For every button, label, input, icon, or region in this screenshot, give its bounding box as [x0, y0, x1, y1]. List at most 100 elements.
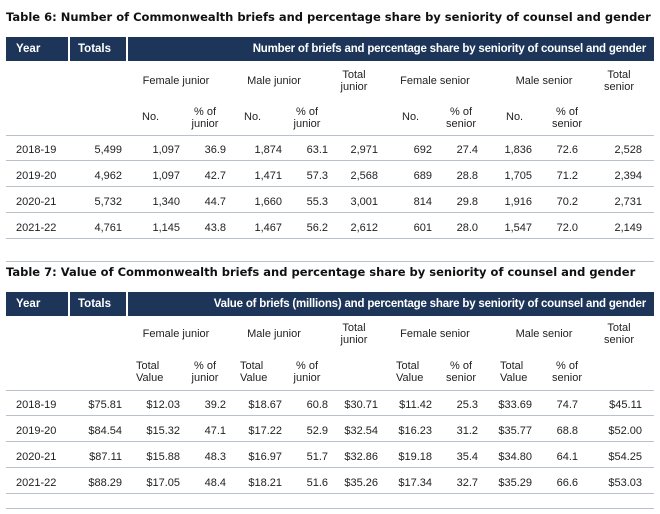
table6-sub-mj-no: No. — [244, 111, 262, 123]
table6-cell-female-junior-value: 1,145 — [152, 222, 180, 234]
table6-cell-female-junior-pct: 36.9 — [204, 144, 226, 156]
table7-header-span: Value of briefs (millions) and percentag… — [128, 292, 654, 316]
table7-cell-total-junior: $30.71 — [344, 399, 378, 411]
table7-cell-male-senior-value: $34.80 — [498, 451, 532, 463]
table6-header: Year Totals Number of briefs and percent… — [6, 37, 654, 61]
table7-cell-male-senior-pct: 68.8 — [556, 425, 578, 437]
table6-cell-female-senior-pct: 27.4 — [456, 144, 478, 156]
table6-cell-male-junior-pct: 56.2 — [306, 222, 328, 234]
table7-row-divider — [6, 508, 654, 509]
table7-cell-female-junior-value: $15.32 — [146, 425, 180, 437]
table6-group-total-junior: Total junior — [340, 69, 368, 93]
table6-header-span: Number of briefs and percentage share by… — [128, 37, 654, 61]
table7-cell-female-senior-value: $11.42 — [399, 399, 432, 411]
table7-cell-male-junior-value: $18.67 — [248, 399, 282, 411]
table6-header-year: Year — [6, 37, 68, 61]
table7-cell-male-junior-pct: 51.7 — [306, 451, 328, 463]
table7-group-female-junior: Female junior — [142, 328, 210, 340]
table7-sub-fj-value: Total Value — [136, 360, 164, 384]
table6-cell-female-junior-pct: 43.8 — [204, 222, 226, 234]
table6-cell-male-junior-value: 1,471 — [254, 170, 282, 182]
table7-cell-female-senior-value: $17.34 — [398, 477, 432, 489]
table6-cell-male-senior-pct: 72.0 — [556, 222, 578, 234]
table7-cell-total-senior: $45.11 — [609, 399, 642, 411]
table7-cell-female-senior-value: $16.23 — [398, 425, 432, 437]
table6-cell-male-junior-pct: 57.3 — [306, 170, 328, 182]
table7-row-divider — [6, 467, 654, 468]
table6-row-divider — [6, 238, 654, 239]
table6-cell-male-junior-pct: 63.1 — [306, 144, 328, 156]
table7-sub-fs-value: Total Value — [396, 360, 424, 384]
table6-cell-male-junior-value: 1,467 — [254, 222, 282, 234]
table6-cell-female-senior-pct: 29.8 — [456, 196, 478, 208]
table6-cell-male-junior-value: 1,874 — [254, 144, 282, 156]
table6-cell-male-junior-pct: 55.3 — [306, 196, 328, 208]
table6-cell-total-junior: 2,568 — [350, 170, 378, 182]
table7-cell-year: 2018-19 — [16, 399, 57, 411]
table6-cell-totals: 4,962 — [94, 170, 122, 182]
table7-group-male-junior: Male junior — [247, 328, 301, 340]
table6-sub-ms-no: No. — [506, 111, 524, 123]
table6-cell-female-junior-pct: 44.7 — [204, 196, 226, 208]
table6-cell-female-senior-pct: 28.0 — [456, 222, 478, 234]
table6-sub-fj-no: No. — [142, 111, 160, 123]
table7-cell-total-senior: $52.00 — [608, 425, 642, 437]
table7-cell-female-senior-pct: 32.7 — [456, 477, 478, 489]
table6-cell-female-senior-value: 601 — [413, 222, 432, 234]
table7-sub-mj-pct: % of junior — [293, 360, 321, 384]
table6-cell-total-senior: 2,731 — [614, 196, 642, 208]
table6-group-male-junior: Male junior — [247, 75, 301, 87]
table7-cell-male-senior-value: $33.69 — [498, 399, 532, 411]
table6-cell-female-senior-value: 692 — [413, 144, 432, 156]
table6-cell-female-junior-pct: 42.7 — [204, 170, 226, 182]
table7-cell-male-junior-value: $16.97 — [248, 451, 282, 463]
table7-cell-male-senior-pct: 74.7 — [556, 399, 578, 411]
table7-row-divider — [6, 390, 654, 391]
table7-cell-male-senior-pct: 66.6 — [556, 477, 578, 489]
table6-cell-total-senior: 2,149 — [614, 222, 642, 234]
table6-row-divider — [6, 212, 654, 213]
table6-cell-total-junior: 3,001 — [350, 196, 378, 208]
table7-cell-totals: $75.81 — [88, 399, 122, 411]
table7-cell-female-senior-pct: 35.4 — [456, 451, 478, 463]
table7-sub-mj-value: Total Value — [240, 360, 268, 384]
table6-cell-female-senior-value: 814 — [413, 196, 432, 208]
table6-group-female-junior: Female junior — [142, 75, 210, 87]
table6-sub-fs-pct: % of senior — [446, 106, 476, 130]
table7-cell-female-senior-value: $19.18 — [398, 451, 432, 463]
table7-cell-total-senior: $53.03 — [608, 477, 642, 489]
table7-sub-fj-pct: % of junior — [191, 360, 219, 384]
table6-cell-female-junior-value: 1,097 — [152, 144, 180, 156]
table7: Year Totals Value of briefs (millions) a… — [6, 292, 654, 509]
table6-cell-year: 2021-22 — [16, 222, 57, 234]
table7-group-female-senior: Female senior — [400, 328, 470, 340]
table7-header-year: Year — [6, 292, 68, 316]
table7-cell-female-junior-value: $12.03 — [146, 399, 180, 411]
table7-group-total-junior: Total junior — [340, 322, 368, 346]
table6: Year Totals Number of briefs and percent… — [6, 37, 654, 262]
table7-group-total-senior: Total senior — [604, 322, 634, 346]
table6-cell-total-senior: 2,394 — [614, 170, 642, 182]
table6-cell-female-senior-pct: 28.8 — [456, 170, 478, 182]
table7-header-totals: Totals — [70, 292, 126, 316]
table6-cell-year: 2019-20 — [16, 170, 57, 182]
table6-group-male-senior: Male senior — [515, 75, 573, 87]
table7-cell-female-senior-pct: 25.3 — [456, 399, 478, 411]
table7-sub-fs-pct: % of senior — [446, 360, 476, 384]
table7-row-divider — [6, 415, 654, 416]
table7-sub-ms-pct: % of senior — [552, 360, 582, 384]
table7-cell-male-senior-value: $35.29 — [498, 477, 532, 489]
table6-cell-male-senior-value: 1,705 — [504, 170, 532, 182]
table7-cell-totals: $87.11 — [89, 451, 122, 463]
table7-cell-female-junior-value: $17.05 — [146, 477, 180, 489]
table7-cell-year: 2020-21 — [16, 451, 57, 463]
table6-cell-total-junior: 2,971 — [350, 144, 378, 156]
table7-cell-male-junior-pct: 52.9 — [306, 425, 328, 437]
table6-sub-mj-pct: % of junior — [293, 106, 321, 130]
table7-cell-total-junior: $32.54 — [344, 425, 378, 437]
table6-row-divider — [6, 186, 654, 187]
table7-group-male-senior: Male senior — [515, 328, 573, 340]
table7-row-divider — [6, 493, 654, 494]
table6-header-totals: Totals — [70, 37, 126, 61]
table6-cell-female-junior-value: 1,340 — [152, 196, 180, 208]
